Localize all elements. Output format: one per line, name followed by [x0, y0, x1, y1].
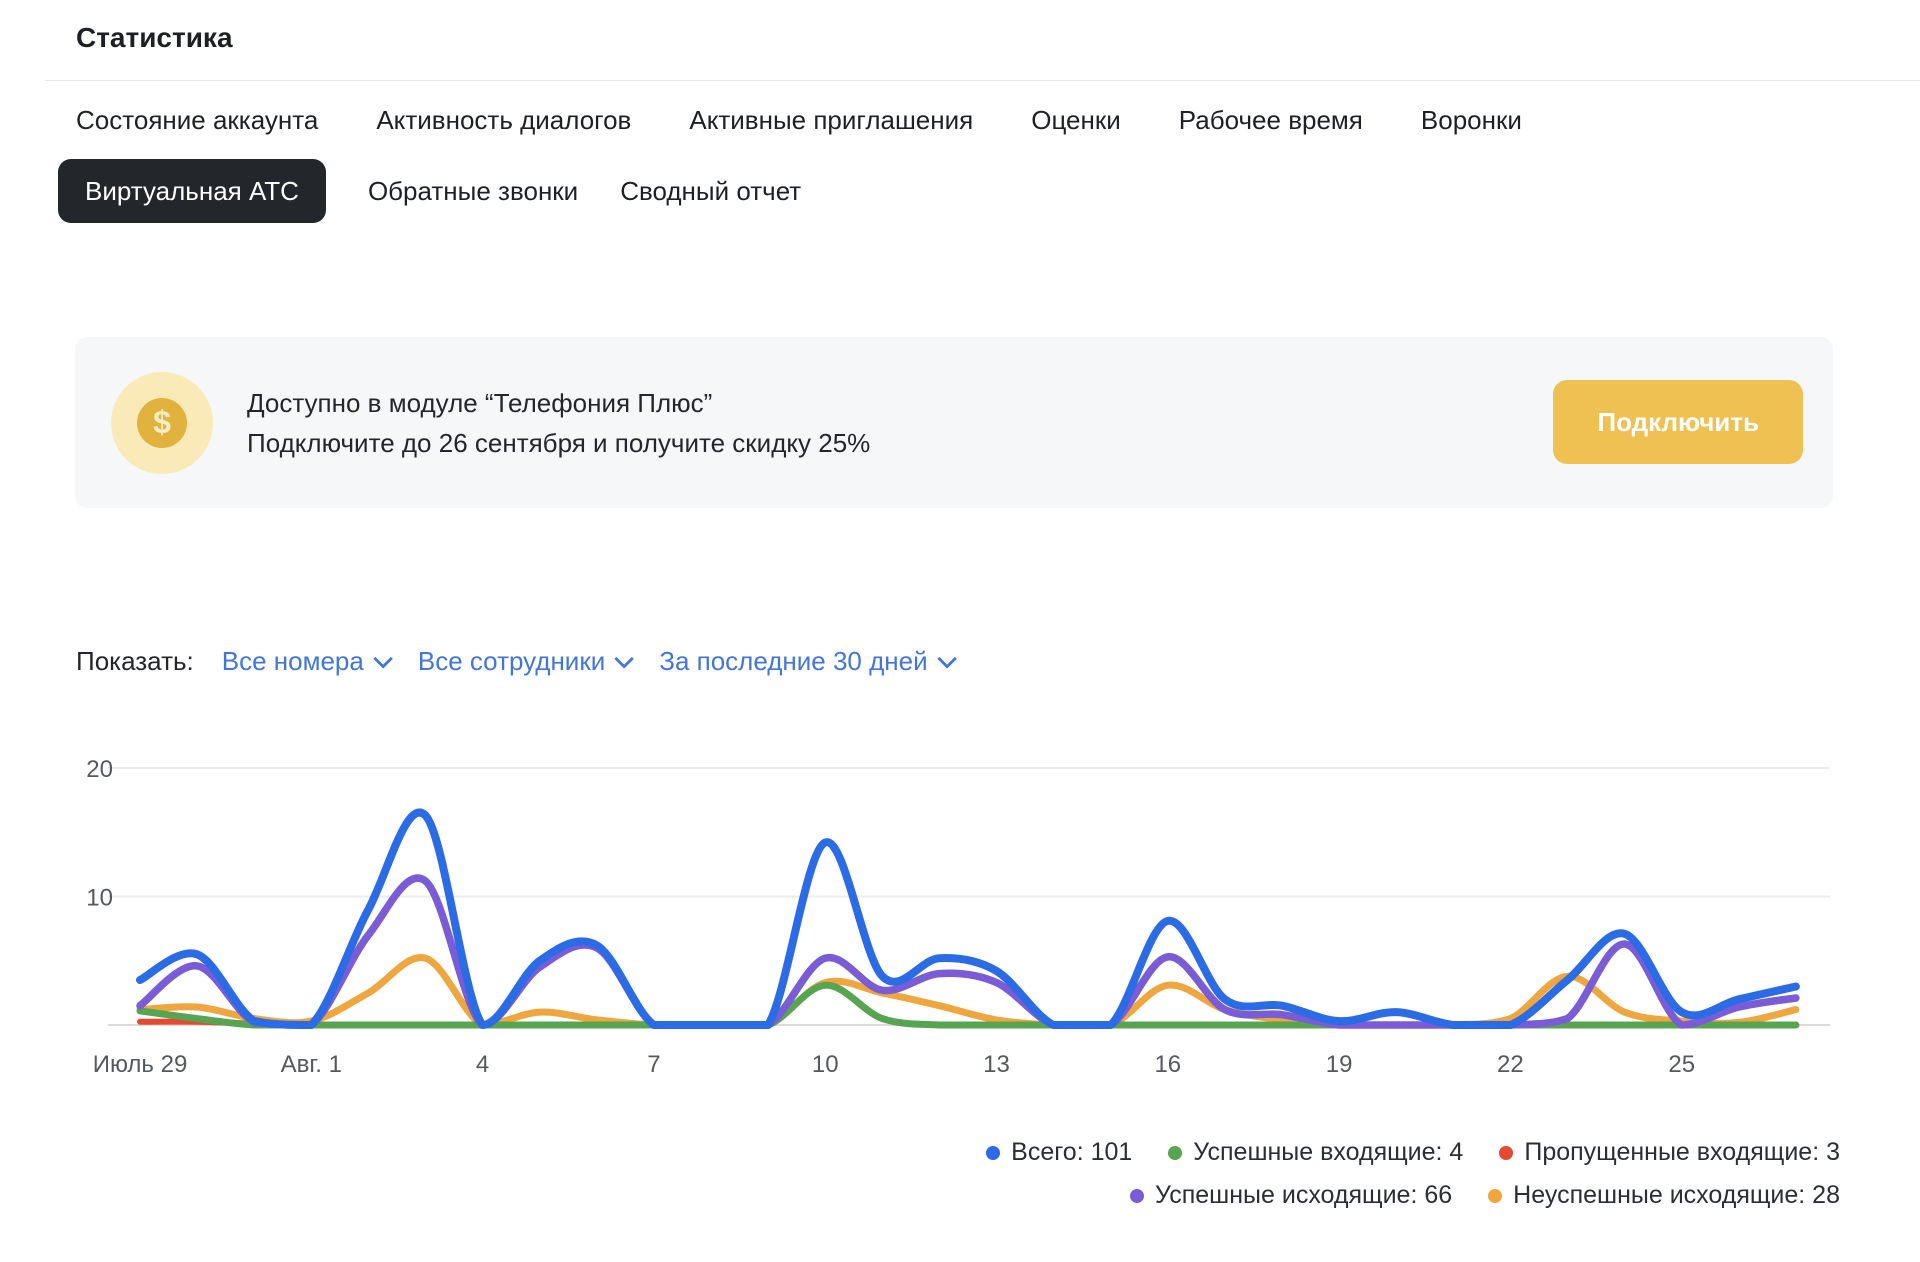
page-title: Статистика: [76, 22, 233, 53]
legend-label: Пропущенные входящие: 3: [1524, 1138, 1840, 1166]
filter-dropdown-value: За последние 30 дней: [659, 645, 928, 676]
tabs-row-1: Состояние аккаунта Активность диалогов Акт…: [76, 98, 1522, 142]
series-line-out_fail: [136, 954, 1800, 1029]
tab-активные-приглашения[interactable]: Активные приглашения: [689, 104, 974, 135]
filter-dropdown-1[interactable]: Все сотрудники: [417, 645, 635, 677]
filter-dropdown-value: Все номера: [221, 645, 364, 676]
calls-line-chart: 10 20 Июль 29 Авг. 1 4 7 10 13 16 19 22 25: [86, 756, 1830, 1078]
chevron-down-icon: [936, 648, 957, 669]
tab-состояние-аккаунта[interactable]: Состояние аккаунта: [76, 104, 319, 135]
x-tick-label: 4: [476, 1051, 489, 1078]
banner-line-1: Доступно в модуле “Телефония Плюс”: [247, 387, 713, 418]
legend-item-total: Всего: 101: [986, 1138, 1132, 1167]
x-tick-label: Июль 29: [93, 1051, 188, 1078]
chart-legend: Всего: 101 Успешные входящие: 4 Пропущенны…: [986, 1138, 1840, 1210]
filter-dropdown-2[interactable]: За последние 30 дней: [659, 645, 957, 677]
tab-оценки[interactable]: Оценки: [1031, 104, 1121, 135]
header-divider: [45, 80, 1920, 81]
x-tick-label: 16: [1154, 1051, 1181, 1078]
legend-item-out_ok: Успешные исходящие: 66: [1130, 1181, 1452, 1210]
y-tick-label-20: 20: [86, 756, 113, 783]
filters-bar: Показать: Все номера Все сотрудники За пос…: [76, 640, 957, 682]
x-tick-label: 7: [647, 1051, 660, 1078]
connect-button[interactable]: Подключить: [1553, 380, 1803, 464]
banner-line-2: Подключите до 26 сентября и получите ски…: [247, 427, 871, 458]
legend-label: Успешные входящие: 4: [1193, 1138, 1464, 1166]
dollar-icon: $: [111, 371, 213, 474]
legend-row: Всего: 101 Успешные входящие: 4 Пропущенны…: [986, 1138, 1840, 1167]
tab-рабочее-время[interactable]: Рабочее время: [1178, 104, 1363, 135]
legend-dot-in_ok: [1168, 1145, 1183, 1160]
legend-dot-total: [986, 1145, 1001, 1160]
x-tick-label: 22: [1497, 1051, 1524, 1078]
legend-dot-out_fail: [1488, 1188, 1503, 1203]
tab-воронки[interactable]: Воронки: [1420, 104, 1522, 135]
filter-dropdown-value: Все сотрудники: [417, 645, 606, 676]
legend-item-in_ok: Успешные входящие: 4: [1168, 1138, 1463, 1167]
banner-text: Доступно в модуле “Телефония Плюс” Подкл…: [247, 383, 870, 463]
y-tick-label-10: 10: [86, 885, 113, 912]
x-tick-label: Авг. 1: [281, 1051, 342, 1078]
tab-обратные-звонки[interactable]: Обратные звонки: [367, 175, 579, 206]
filters-label: Показать:: [76, 645, 194, 676]
tab-активность-диалогов[interactable]: Активность диалогов: [376, 104, 632, 135]
chevron-down-icon: [373, 648, 393, 669]
filters-dropdowns: Все номера Все сотрудники За последние 30 …: [221, 645, 957, 677]
filter-dropdown-0[interactable]: Все номера: [221, 645, 393, 677]
x-tick-label: 10: [812, 1051, 839, 1078]
legend-item-in_missed: Пропущенные входящие: 3: [1499, 1138, 1840, 1167]
chevron-down-icon: [614, 648, 635, 669]
dollar-icon-inner: $: [137, 397, 187, 448]
series-line-total: [136, 808, 1800, 1030]
legend-label: Всего: 101: [1011, 1138, 1133, 1166]
x-tick-label: 25: [1668, 1051, 1695, 1078]
legend-row: Успешные исходящие: 66 Неуспешные исходящ…: [986, 1181, 1840, 1210]
tab-виртуальная-атс[interactable]: Виртуальная АТС: [58, 159, 326, 223]
legend-label: Успешные исходящие: 66: [1155, 1181, 1453, 1209]
x-tick-label: 13: [983, 1051, 1010, 1078]
tab-сводный-отчет[interactable]: Сводный отчет: [620, 175, 802, 206]
legend-dot-out_ok: [1130, 1188, 1145, 1203]
tabs-row-2: Виртуальная АТС Обратные звонки Сводный от…: [58, 158, 801, 224]
x-tick-label: 19: [1326, 1051, 1353, 1078]
promo-banner: $ Доступно в модуле “Телефония Плюс” Под…: [75, 337, 1833, 508]
legend-label: Неуспешные исходящие: 28: [1513, 1181, 1840, 1209]
legend-dot-in_missed: [1499, 1145, 1514, 1160]
legend-item-out_fail: Неуспешные исходящие: 28: [1488, 1181, 1840, 1210]
